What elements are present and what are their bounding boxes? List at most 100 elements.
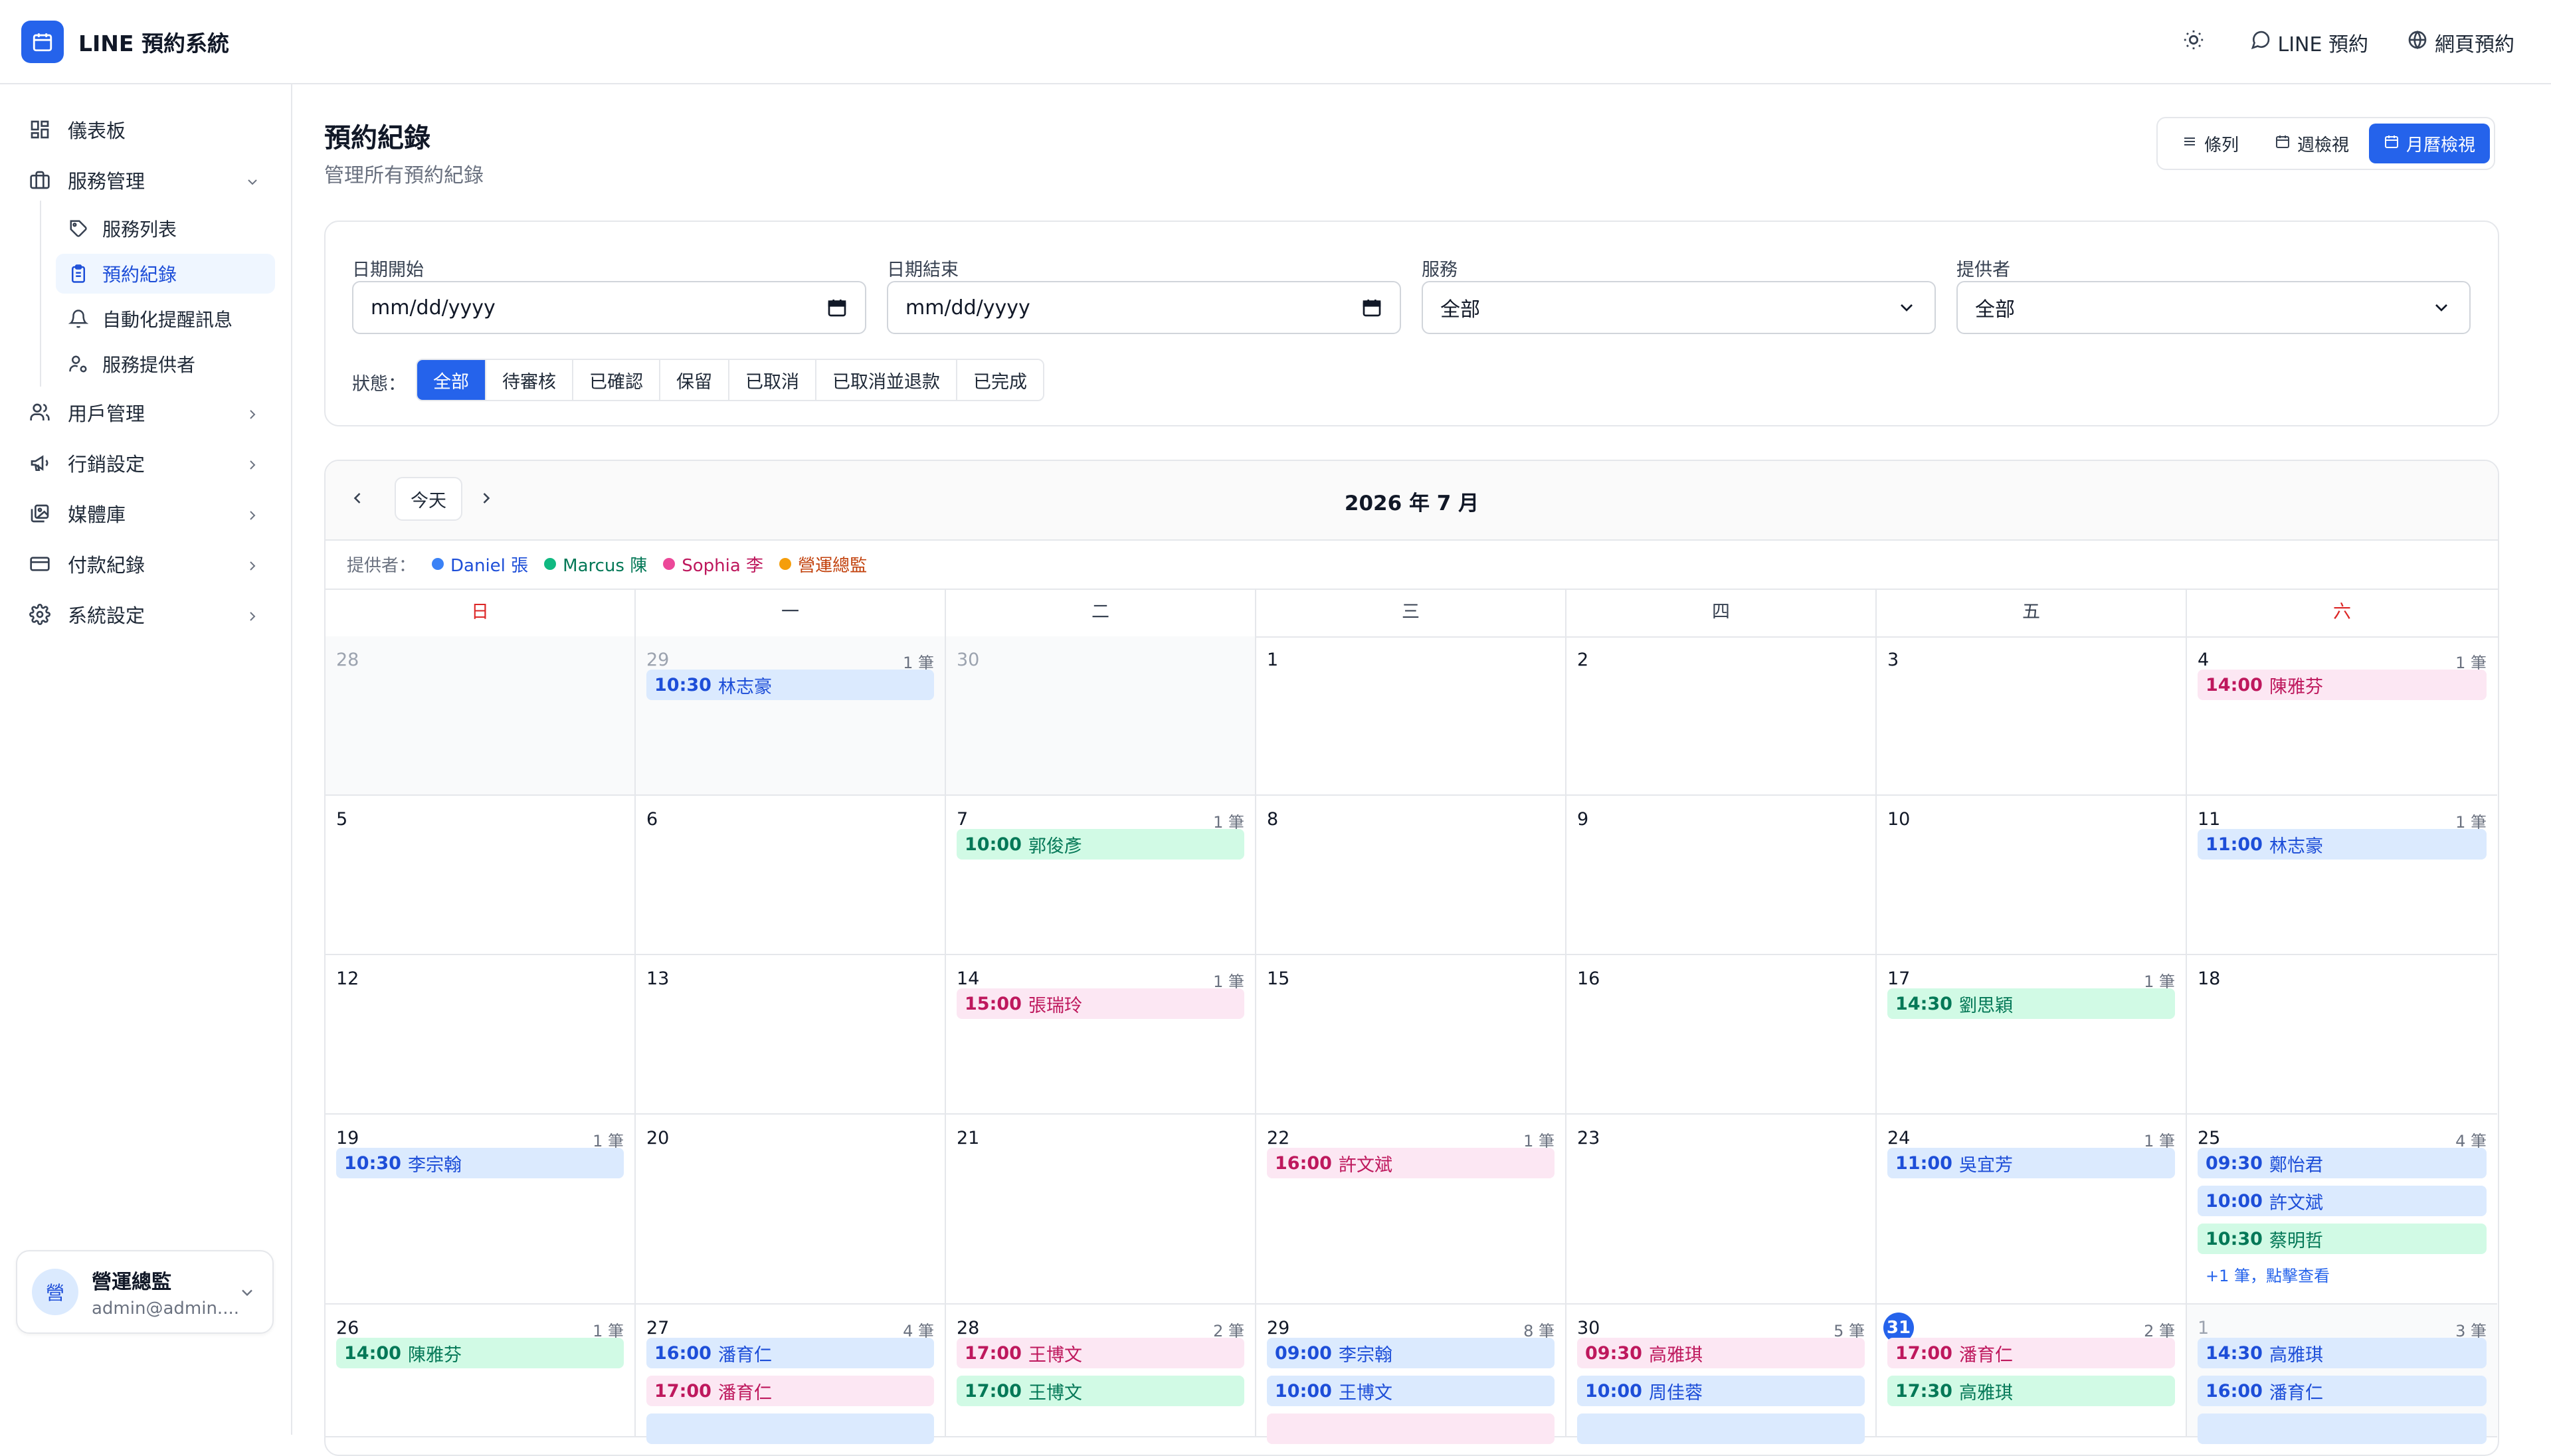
status-hold-button[interactable]: 保留 xyxy=(660,360,729,400)
month-view-button[interactable]: 月曆檢視 xyxy=(2369,124,2490,163)
sidebar-item-auto-reminders[interactable]: 自動化提醒訊息 xyxy=(56,299,275,339)
booking-event[interactable]: 16:00 許文斌 xyxy=(1267,1148,1555,1178)
day-cell[interactable]: 13 xyxy=(636,955,946,1115)
day-cell[interactable]: 16 xyxy=(1566,955,1877,1115)
day-cell[interactable]: 27 4 筆 16:00 潘育仁 17:00 潘育仁 xyxy=(636,1305,946,1444)
booking-event[interactable]: 11:00 林志豪 xyxy=(2198,829,2487,860)
booking-event[interactable]: 14:30 劉思穎 xyxy=(1887,988,2175,1019)
day-cell[interactable]: 28 xyxy=(326,636,636,796)
day-cell[interactable]: 8 xyxy=(1256,796,1566,955)
more-bookings-link[interactable]: +1 筆，點擊查看 xyxy=(2206,1267,2330,1285)
date-end-input[interactable]: mm/dd/yyyy xyxy=(887,281,1401,334)
sidebar-item-service-mgmt[interactable]: 服務管理 xyxy=(27,160,272,200)
day-cell[interactable]: 26 1 筆 14:00 陳雅芬 xyxy=(326,1305,636,1437)
booking-event[interactable]: 17:00 潘育仁 xyxy=(1887,1338,2175,1368)
booking-event[interactable]: 09:30 高雅琪 xyxy=(1577,1338,1865,1368)
booking-event[interactable]: 16:00 潘育仁 xyxy=(2198,1376,2487,1406)
prev-month-button[interactable] xyxy=(344,486,371,513)
day-cell[interactable]: 28 2 筆 17:00 王博文 17:00 王博文 xyxy=(946,1305,1256,1437)
booking-event[interactable]: 09:30 鄭怡君 xyxy=(2198,1148,2487,1178)
user-menu[interactable]: 營 營運總監 admin@admin.... xyxy=(16,1250,274,1334)
booking-event[interactable] xyxy=(1267,1413,1555,1444)
service-select[interactable]: 全部 xyxy=(1422,281,1936,334)
day-cell[interactable]: 18 xyxy=(2187,955,2497,1115)
day-cell[interactable]: 23 xyxy=(1566,1115,1877,1305)
sidebar-item-service-list[interactable]: 服務列表 xyxy=(56,209,275,248)
day-cell[interactable]: 31 2 筆 17:00 潘育仁 17:30 高雅琪 xyxy=(1877,1305,2187,1437)
booking-event[interactable]: 10:00 許文斌 xyxy=(2198,1186,2487,1216)
day-cell[interactable]: 3 xyxy=(1877,636,2187,796)
sidebar-item-providers[interactable]: 服務提供者 xyxy=(56,344,275,384)
status-pending-button[interactable]: 待審核 xyxy=(486,360,573,400)
sidebar-item-dashboard[interactable]: 儀表板 xyxy=(27,110,272,149)
day-cell[interactable]: 29 8 筆 09:00 李宗翰 10:00 王博文 xyxy=(1256,1305,1566,1444)
day-cell[interactable]: 2 xyxy=(1566,636,1877,796)
sidebar-item-booking-records[interactable]: 預約紀錄 xyxy=(56,254,275,294)
sidebar-item-system[interactable]: 系統設定 xyxy=(27,594,272,634)
booking-event[interactable]: 17:00 潘育仁 xyxy=(646,1376,934,1406)
sidebar-item-media[interactable]: 媒體庫 xyxy=(27,494,272,533)
day-cell[interactable]: 19 1 筆 10:30 李宗翰 xyxy=(326,1115,636,1305)
day-cell[interactable]: 29 1 筆 10:30 林志豪 xyxy=(636,636,946,796)
web-booking-link[interactable]: 網頁預約 xyxy=(2407,28,2514,57)
booking-event[interactable]: 10:00 周佳蓉 xyxy=(1577,1376,1865,1406)
booking-event[interactable]: 15:00 張瑞玲 xyxy=(957,988,1244,1019)
provider-select[interactable]: 全部 xyxy=(1956,281,2471,334)
day-cell[interactable]: 6 xyxy=(636,796,946,955)
booking-event[interactable]: 10:00 王博文 xyxy=(1267,1376,1555,1406)
theme-toggle-button[interactable] xyxy=(2182,29,2212,56)
status-cancelled-refunded-button[interactable]: 已取消並退款 xyxy=(816,360,957,400)
booking-event[interactable] xyxy=(646,1413,934,1444)
sidebar-item-marketing[interactable]: 行銷設定 xyxy=(27,443,272,483)
booking-event[interactable]: 17:00 王博文 xyxy=(957,1338,1244,1368)
booking-event[interactable]: 10:00 郭俊彥 xyxy=(957,829,1244,860)
booking-event[interactable]: 11:00 吳宜芳 xyxy=(1887,1148,2175,1178)
line-booking-link[interactable]: LINE 預約 xyxy=(2250,28,2368,57)
day-cell[interactable]: 7 1 筆 10:00 郭俊彥 xyxy=(946,796,1256,955)
day-cell[interactable]: 10 xyxy=(1877,796,2187,955)
status-cancelled-button[interactable]: 已取消 xyxy=(729,360,816,400)
booking-event[interactable]: 14:00 陳雅芬 xyxy=(336,1338,624,1368)
day-cell[interactable]: 30 xyxy=(946,636,1256,796)
sidebar-item-payments[interactable]: 付款紀錄 xyxy=(27,544,272,584)
calendar-icon[interactable] xyxy=(1361,297,1382,323)
booking-event[interactable]: 10:30 蔡明哲 xyxy=(2198,1224,2487,1254)
day-cell[interactable]: 12 xyxy=(326,955,636,1115)
day-cell[interactable]: 30 5 筆 09:30 高雅琪 10:00 周佳蓉 xyxy=(1566,1305,1877,1444)
day-cell[interactable]: 17 1 筆 14:30 劉思穎 xyxy=(1877,955,2187,1115)
status-completed-button[interactable]: 已完成 xyxy=(957,360,1043,400)
booking-event[interactable]: 10:30 李宗翰 xyxy=(336,1148,624,1178)
booking-event[interactable]: 17:30 高雅琪 xyxy=(1887,1376,2175,1406)
day-cell[interactable]: 24 1 筆 11:00 吳宜芳 xyxy=(1877,1115,2187,1305)
booking-event[interactable]: 14:00 陳雅芬 xyxy=(2198,670,2487,700)
week-view-button[interactable]: 週檢視 xyxy=(2259,124,2365,163)
booking-event[interactable]: 17:00 王博文 xyxy=(957,1376,1244,1406)
day-cell[interactable]: 21 xyxy=(946,1115,1256,1305)
status-confirmed-button[interactable]: 已確認 xyxy=(573,360,660,400)
booking-event[interactable] xyxy=(2198,1413,2487,1444)
day-cell[interactable]: 4 1 筆 14:00 陳雅芬 xyxy=(2187,636,2497,796)
day-cell[interactable]: 20 xyxy=(636,1115,946,1305)
status-all-button[interactable]: 全部 xyxy=(417,360,486,400)
today-button[interactable]: 今天 xyxy=(395,477,462,521)
day-cell[interactable]: 15 xyxy=(1256,955,1566,1115)
day-cell[interactable]: 5 xyxy=(326,796,636,955)
day-cell[interactable]: 11 1 筆 11:00 林志豪 xyxy=(2187,796,2497,955)
booking-event[interactable]: 10:30 林志豪 xyxy=(646,670,934,700)
date-start-input[interactable]: mm/dd/yyyy xyxy=(352,281,866,334)
booking-event[interactable]: 16:00 潘育仁 xyxy=(646,1338,934,1368)
day-cell[interactable]: 25 4 筆 09:30 鄭怡君 10:00 許文斌 10:30 蔡明哲 +1 筆，點擊查看 xyxy=(2187,1115,2497,1305)
brand[interactable]: LINE 預約系統 xyxy=(21,20,229,63)
booking-event[interactable] xyxy=(1577,1413,1865,1444)
next-month-button[interactable] xyxy=(473,486,500,513)
day-cell[interactable]: 1 xyxy=(1256,636,1566,796)
calendar-icon[interactable] xyxy=(826,297,848,323)
sidebar-item-user-mgmt[interactable]: 用戶管理 xyxy=(27,393,272,432)
day-cell[interactable]: 22 1 筆 16:00 許文斌 xyxy=(1256,1115,1566,1305)
day-cell[interactable]: 9 xyxy=(1566,796,1877,955)
booking-event[interactable]: 14:30 高雅琪 xyxy=(2198,1338,2487,1368)
list-view-button[interactable]: 條列 xyxy=(2167,124,2253,163)
day-cell[interactable]: 1 3 筆 14:30 高雅琪 16:00 潘育仁 xyxy=(2187,1305,2497,1444)
booking-event[interactable]: 09:00 李宗翰 xyxy=(1267,1338,1555,1368)
day-cell[interactable]: 14 1 筆 15:00 張瑞玲 xyxy=(946,955,1256,1115)
